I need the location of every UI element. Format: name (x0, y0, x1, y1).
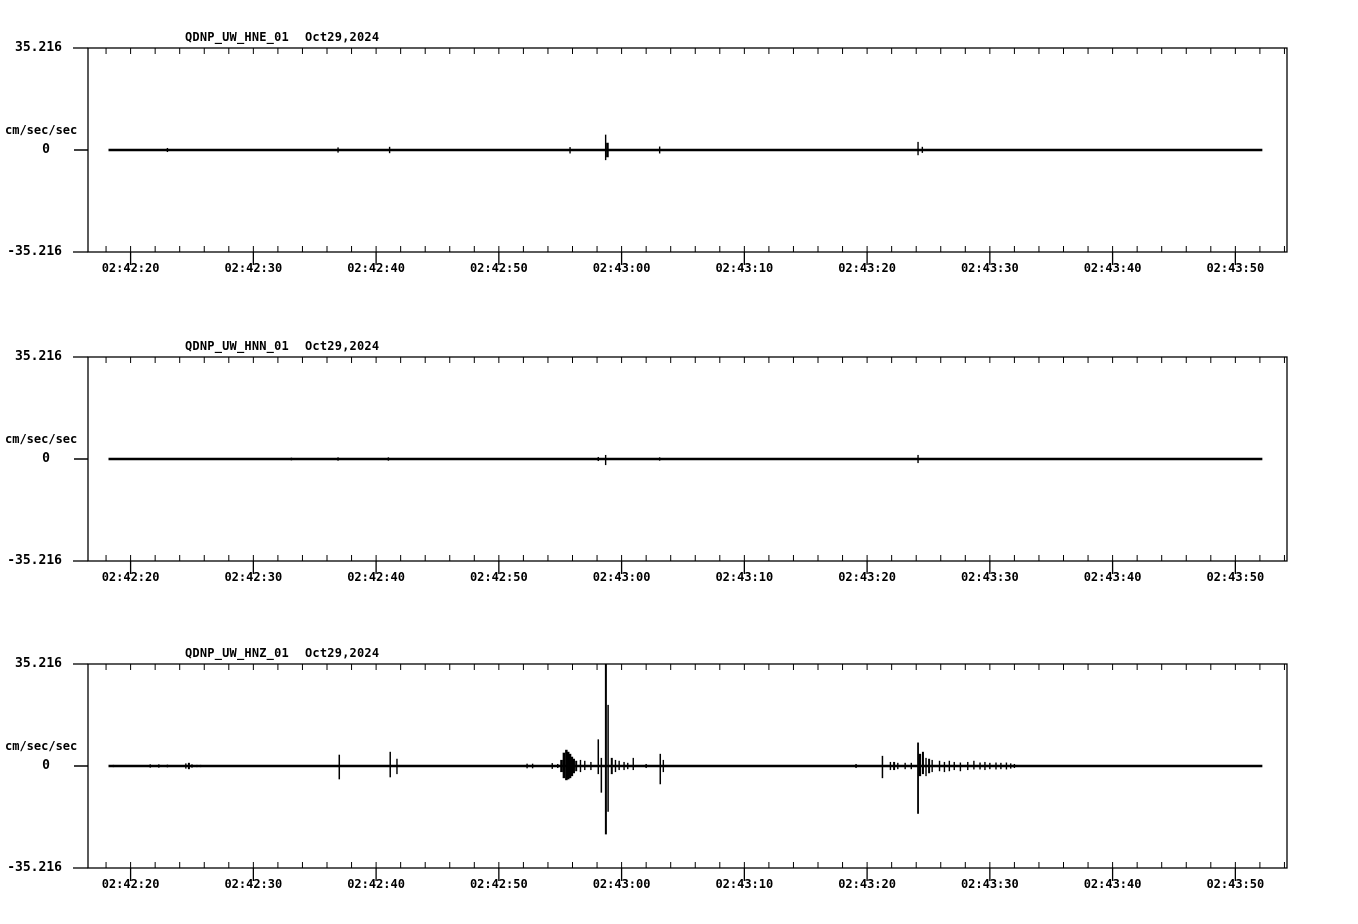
panel-title-station: QDNP_UW_HNN_01 (185, 339, 289, 353)
x-tick-label: 02:42:40 (347, 570, 405, 584)
x-tick-label: 02:42:40 (347, 877, 405, 891)
y-axis-zero-label: 0 (42, 451, 50, 466)
x-tick-label: 02:43:50 (1206, 877, 1265, 891)
y-axis-max-label: 35.216 (15, 349, 62, 364)
x-tick-label: 02:43:20 (838, 570, 896, 584)
x-tick-label: 02:43:00 (592, 570, 651, 584)
x-tick-label: 02:43:30 (960, 261, 1019, 275)
panel-title-date: Oct29,2024 (305, 30, 380, 44)
x-tick-label: 02:43:10 (715, 261, 774, 275)
y-axis-min-label: -35.216 (7, 244, 62, 259)
x-tick-label: 02:42:30 (224, 570, 283, 584)
y-axis-zero-label: 0 (42, 758, 50, 773)
y-axis-min-label: -35.216 (7, 553, 62, 568)
x-tick-label: 02:43:10 (715, 877, 774, 891)
panel-hnz: QDNP_UW_HNZ_01 Oct29,2024 35.216 cm/sec/… (0, 646, 1358, 891)
x-tick-label: 02:42:30 (224, 261, 283, 275)
panel-title-station: QDNP_UW_HNE_01 (185, 30, 289, 44)
panel-title-date: Oct29,2024 (305, 339, 380, 353)
x-tick-label: 02:42:40 (347, 261, 405, 275)
x-tick-label: 02:43:40 (1083, 261, 1142, 275)
x-tick-label: 02:43:30 (960, 877, 1019, 891)
trace-group-qdnp_uw_hne_01 (73, 47, 1288, 265)
y-axis-unit-label: cm/sec/sec (5, 739, 78, 753)
x-tick-label: 02:43:00 (592, 877, 651, 891)
x-tick-label: 02:42:50 (469, 877, 528, 891)
x-tick-label: 02:43:40 (1083, 570, 1142, 584)
x-tick-label: 02:42:50 (469, 570, 528, 584)
y-axis-zero-label: 0 (42, 142, 50, 157)
x-tick-label: 02:43:20 (838, 877, 896, 891)
x-tick-label: 02:43:50 (1206, 570, 1265, 584)
y-axis-max-label: 35.216 (15, 656, 62, 671)
x-tick-label: 02:43:30 (960, 570, 1019, 584)
panel-title-station: QDNP_UW_HNZ_01 (185, 646, 289, 660)
x-tick-label: 02:43:10 (715, 570, 774, 584)
x-tick-label: 02:43:50 (1206, 261, 1265, 275)
trace-group-qdnp_uw_hnn_01 (73, 356, 1288, 574)
x-tick-label: 02:42:20 (101, 261, 160, 275)
x-tick-label: 02:43:40 (1083, 877, 1142, 891)
y-axis-max-label: 35.216 (15, 40, 62, 55)
panel-title-date: Oct29,2024 (305, 646, 380, 660)
y-axis-min-label: -35.216 (7, 860, 62, 875)
x-tick-label: 02:42:50 (469, 261, 528, 275)
x-tick-label: 02:43:00 (592, 261, 651, 275)
x-tick-label: 02:42:20 (101, 570, 160, 584)
x-tick-label: 02:42:20 (101, 877, 160, 891)
x-tick-label: 02:42:30 (224, 877, 283, 891)
y-axis-unit-label: cm/sec/sec (5, 123, 78, 137)
panel-hne: QDNP_UW_HNE_01 Oct29,2024 35.216 cm/sec/… (0, 30, 1358, 275)
y-axis-unit-label: cm/sec/sec (5, 432, 78, 446)
trace-group-qdnp_uw_hnz_01 (73, 663, 1288, 881)
panel-hnn: QDNP_UW_HNN_01 Oct29,2024 35.216 cm/sec/… (0, 339, 1358, 584)
x-tick-label: 02:43:20 (838, 261, 896, 275)
